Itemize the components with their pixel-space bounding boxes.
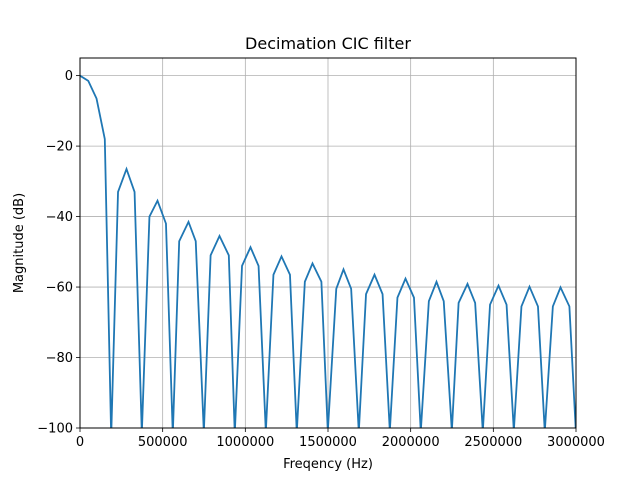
x-tick-label: 1500000 bbox=[299, 435, 357, 450]
x-axis-ticks: 0 500000 1000000 1500000 2000000 2500000 30000… bbox=[76, 428, 605, 450]
y-tick-label: −80 bbox=[46, 351, 73, 366]
grid-lines bbox=[79, 58, 577, 429]
y-tick-label: 0 bbox=[65, 69, 73, 84]
x-tick-label: 1000000 bbox=[216, 435, 274, 450]
y-tick-label: −100 bbox=[37, 422, 73, 437]
magnitude-response-line bbox=[80, 74, 576, 428]
y-tick-label: −20 bbox=[46, 140, 73, 155]
x-tick-label: 2500000 bbox=[464, 435, 522, 450]
y-tick-label: −40 bbox=[46, 210, 73, 225]
x-axis-label: Freqency (Hz) bbox=[283, 457, 373, 472]
chart-title: Decimation CIC filter bbox=[245, 34, 411, 53]
y-axis-label: Magnitude (dB) bbox=[12, 193, 27, 293]
x-tick-label: 2000000 bbox=[382, 435, 440, 450]
x-tick-label: 500000 bbox=[138, 435, 188, 450]
x-tick-label: 3000000 bbox=[547, 435, 605, 450]
x-tick-label: 0 bbox=[76, 435, 84, 450]
y-tick-label: −60 bbox=[46, 281, 73, 296]
y-axis-ticks: 0 −20 −40 −60 −80 −100 bbox=[37, 69, 80, 437]
